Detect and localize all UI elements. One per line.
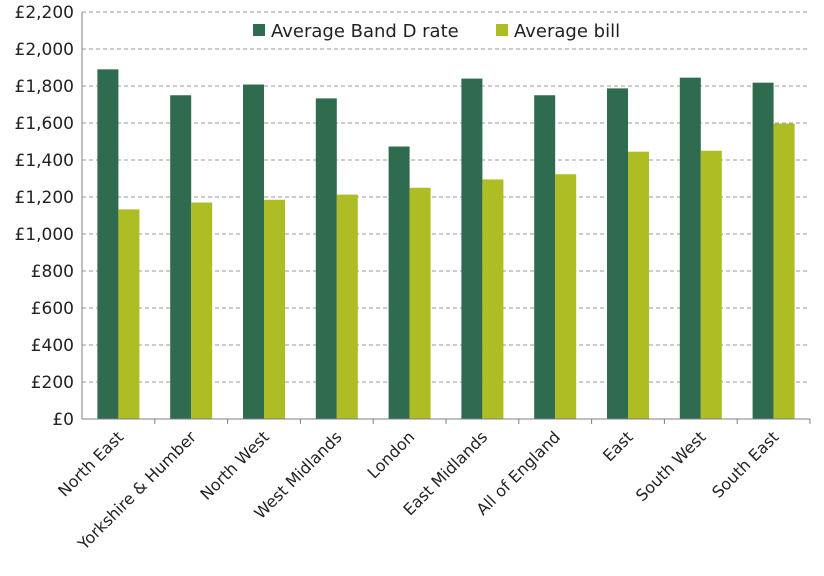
bar-band-d-rate (607, 88, 628, 419)
x-category-label: North East (54, 427, 127, 500)
y-tick-label: £1,600 (15, 114, 74, 134)
bar-average-bill (336, 194, 358, 419)
x-category-label: East (599, 427, 637, 465)
y-tick-label: £800 (31, 262, 74, 282)
y-tick-label: £2,000 (15, 40, 74, 60)
y-tick-label: £1,400 (15, 151, 74, 171)
legend: Average Band D rate Average bill (253, 21, 620, 42)
y-tick-label: £200 (31, 373, 74, 393)
x-category-label: London (364, 427, 419, 482)
x-category-label: South East (708, 427, 782, 501)
legend-label: Average Band D rate (271, 21, 459, 42)
x-category-label: North West (196, 427, 272, 503)
bar-average-bill (700, 150, 722, 419)
bar-average-bill (555, 174, 577, 419)
x-category-label: Yorkshire & Humber (73, 427, 200, 554)
bar-band-d-rate (534, 95, 556, 419)
bar-average-bill (482, 179, 504, 419)
axes (81, 12, 811, 424)
bar-average-bill (118, 209, 140, 419)
bar-band-d-rate (170, 95, 192, 419)
bar-band-d-rate (752, 82, 774, 420)
y-tick-label: £1,000 (15, 225, 74, 245)
bar-average-bill (628, 151, 649, 420)
bar-band-d-rate (461, 78, 483, 419)
legend-swatch (253, 24, 265, 36)
y-tick-label: £1,200 (15, 188, 74, 208)
y-tick-label: £2,200 (15, 3, 74, 23)
legend-label: Average bill (514, 21, 620, 42)
bar-band-d-rate (97, 69, 119, 419)
legend-swatch (496, 24, 508, 36)
bar-band-d-rate (315, 98, 337, 420)
y-tick-label: £600 (31, 299, 74, 319)
y-tick-label: £0 (52, 410, 74, 430)
bar-average-bill (191, 202, 213, 419)
bar-average-bill (773, 123, 795, 420)
bar-band-d-rate (243, 84, 264, 420)
bar-band-d-rate (679, 77, 701, 420)
y-tick-label: £1,800 (15, 77, 74, 97)
bars (97, 69, 795, 420)
bar-band-d-rate (388, 146, 410, 419)
bar-average-bill (264, 199, 285, 419)
bar-average-bill (409, 187, 431, 419)
x-category-label: South West (632, 427, 710, 505)
y-axis-ticks: £0 £200 £400 £600 £800 £1,000 £1,200 £1,400 £1,6… (15, 3, 74, 430)
y-tick-label: £400 (31, 336, 74, 356)
